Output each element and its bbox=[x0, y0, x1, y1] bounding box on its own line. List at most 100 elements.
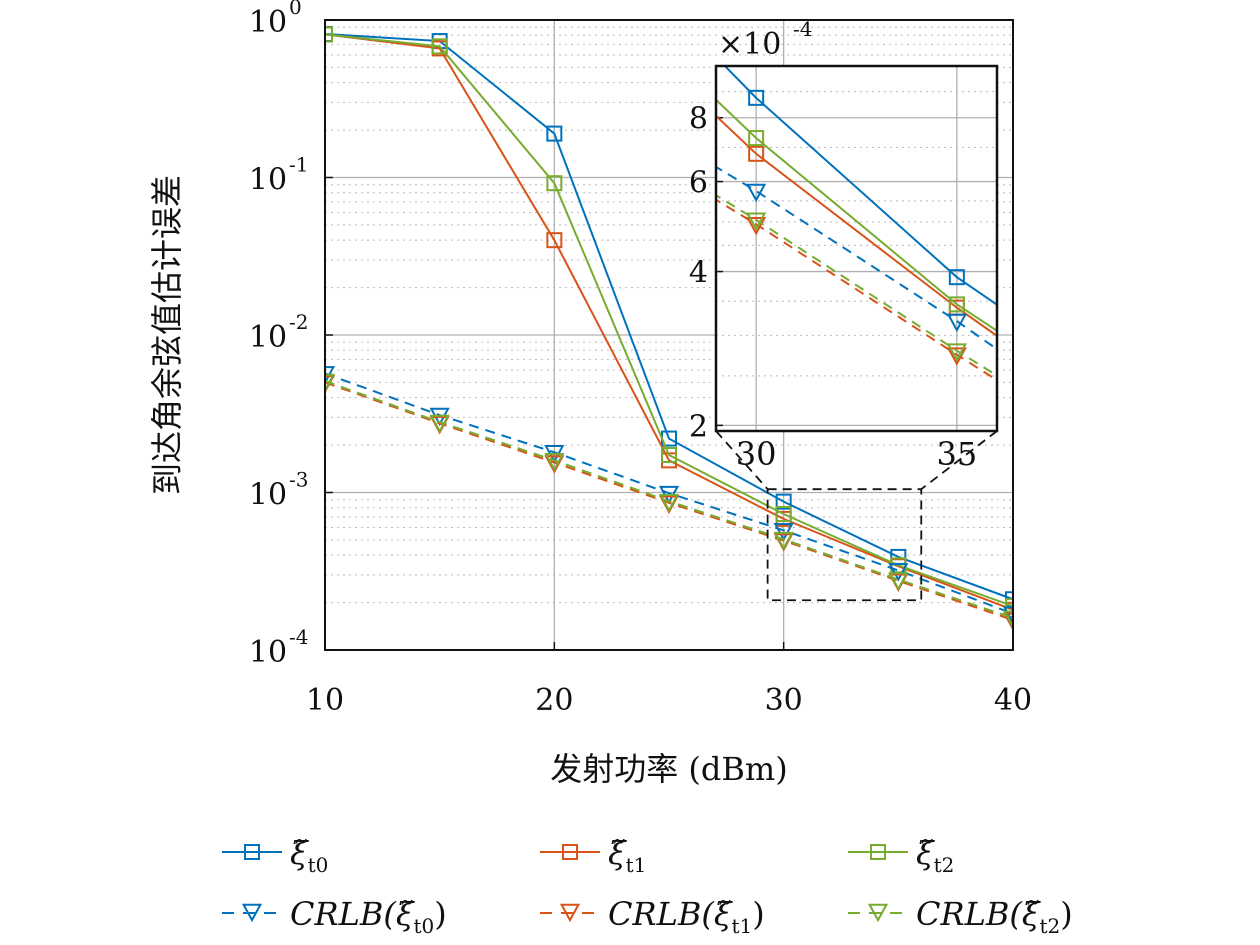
legend-label-main: ξ̃ bbox=[290, 834, 309, 872]
legend-label: ξ̃t2 bbox=[916, 834, 954, 877]
inset-frame bbox=[714, 64, 999, 433]
square-marker bbox=[775, 506, 792, 523]
legend-label: ξ̃t1 bbox=[608, 834, 646, 877]
inset-y-tick-label: 4 bbox=[689, 256, 708, 291]
triangle-down-marker bbox=[888, 563, 909, 582]
triangle-down-marker bbox=[746, 183, 767, 203]
legend-label-subscript: t2 bbox=[1039, 914, 1060, 938]
legend-label: ξ̃t0 bbox=[290, 834, 328, 877]
x-tick-label: 40 bbox=[994, 683, 1032, 718]
legend-item: ξ̃t2 bbox=[848, 834, 954, 877]
triangle-down-marker bbox=[325, 373, 336, 393]
triangle-down-marker bbox=[429, 414, 450, 434]
legend-label: CRLB(ξ̃t0) bbox=[290, 895, 447, 938]
triangle-down-marker bbox=[658, 493, 680, 513]
zoom-connector bbox=[715, 430, 769, 490]
y-axis-label: 到达角余弦值估计误差 bbox=[148, 175, 186, 495]
legend-label: CRLB(ξ̃t1) bbox=[608, 895, 765, 938]
triangle-down-marker bbox=[1002, 610, 1013, 630]
legend-item: CRLB(ξ̃t0) bbox=[222, 895, 447, 938]
y-tick-exponent: -1 bbox=[289, 153, 308, 177]
series-2 bbox=[716, 98, 997, 333]
square-marker bbox=[546, 232, 563, 249]
inset-multiplier: ×10 bbox=[718, 27, 781, 62]
y-tick-exponent: -2 bbox=[289, 310, 308, 334]
legend-label-end: ) bbox=[434, 895, 446, 933]
triangle-down-marker bbox=[867, 903, 889, 923]
inset-multiplier-exponent: -4 bbox=[793, 17, 812, 41]
square-marker bbox=[748, 130, 765, 147]
y-tick-base: 10 bbox=[249, 163, 287, 198]
triangle-down-marker bbox=[544, 455, 565, 474]
inset-x-tick-label: 30 bbox=[736, 435, 777, 473]
series-2 bbox=[325, 26, 1013, 615]
inset-axes: 2 4 6 8 30 35 ×10 -4 bbox=[689, 17, 999, 473]
series-0 bbox=[723, 66, 997, 306]
y-tick-exponent: -3 bbox=[289, 468, 308, 492]
square-marker bbox=[325, 26, 333, 43]
series-line bbox=[325, 381, 1013, 621]
legend-label-subscript: t2 bbox=[934, 853, 955, 877]
zoom-region-box bbox=[766, 488, 923, 602]
square-marker bbox=[748, 89, 765, 106]
triangle-down-marker bbox=[888, 572, 909, 591]
square-marker bbox=[870, 844, 886, 860]
legend-label-subscript: t1 bbox=[731, 914, 752, 938]
y-tick-label: 10 -3 bbox=[249, 468, 309, 513]
square-marker bbox=[244, 844, 260, 860]
x-tick-label: 10 bbox=[306, 683, 344, 718]
square-marker bbox=[431, 38, 448, 55]
series-line bbox=[325, 33, 1013, 608]
legend-item: ξ̃t0 bbox=[222, 834, 328, 877]
inset-background bbox=[716, 66, 997, 431]
series-line bbox=[325, 380, 1013, 619]
square-marker bbox=[546, 125, 563, 142]
square-marker bbox=[948, 269, 965, 286]
y-tick-label: 10 0 bbox=[249, 0, 302, 40]
legend-label-main: ξ̃ bbox=[916, 834, 935, 872]
series-5 bbox=[325, 373, 1013, 630]
legend-item: ξ̃t1 bbox=[540, 834, 646, 877]
y-tick-exponent: -4 bbox=[289, 625, 308, 649]
legend-label-main: ξ̃ bbox=[608, 834, 627, 872]
triangle-down-marker bbox=[1002, 606, 1013, 625]
triangle-down-marker bbox=[946, 343, 967, 362]
legend-label: CRLB(ξ̃t2) bbox=[916, 895, 1073, 938]
square-marker bbox=[562, 844, 578, 860]
triangle-down-marker bbox=[946, 313, 967, 333]
inset-y-tick-label: 6 bbox=[689, 166, 708, 201]
triangle-down-marker bbox=[746, 212, 767, 232]
triangle-down-marker bbox=[773, 523, 794, 542]
triangle-down-marker bbox=[746, 216, 767, 236]
inset-y-tick-label: 8 bbox=[689, 102, 708, 137]
y-tick-label: 10 -1 bbox=[249, 153, 309, 198]
y-tick-base: 10 bbox=[249, 5, 287, 40]
zoom-connector bbox=[920, 430, 998, 490]
y-tick-base: 10 bbox=[249, 320, 287, 355]
legend-item: CRLB(ξ̃t2) bbox=[848, 895, 1073, 938]
series-3 bbox=[716, 165, 997, 351]
triangle-down-marker bbox=[773, 531, 794, 551]
triangle-down-marker bbox=[946, 347, 967, 366]
legend-label-subscript: t0 bbox=[413, 914, 434, 938]
y-tick-exponent: 0 bbox=[289, 0, 302, 19]
legend-item: CRLB(ξ̃t1) bbox=[540, 895, 765, 938]
legend-label-main: CRLB(ξ̃ bbox=[916, 895, 1041, 933]
series-line bbox=[716, 114, 997, 338]
y-tick-label: 10 -2 bbox=[249, 310, 309, 355]
y-tick-label: 10 -4 bbox=[249, 625, 309, 670]
x-axis-label: 发射功率 (dBm) bbox=[550, 750, 788, 788]
series-4 bbox=[716, 198, 997, 382]
triangle-down-marker bbox=[241, 903, 263, 923]
legend-label-end: ) bbox=[752, 895, 764, 933]
series-line bbox=[716, 98, 997, 333]
square-marker bbox=[775, 493, 792, 510]
series-5 bbox=[716, 194, 997, 377]
legend-label-end: ) bbox=[1060, 895, 1072, 933]
legend-label-subscript: t1 bbox=[626, 853, 647, 877]
series-line bbox=[716, 194, 997, 377]
triangle-down-marker bbox=[1002, 612, 1013, 632]
square-marker bbox=[661, 447, 677, 464]
legend-label-subscript: t0 bbox=[308, 853, 329, 877]
